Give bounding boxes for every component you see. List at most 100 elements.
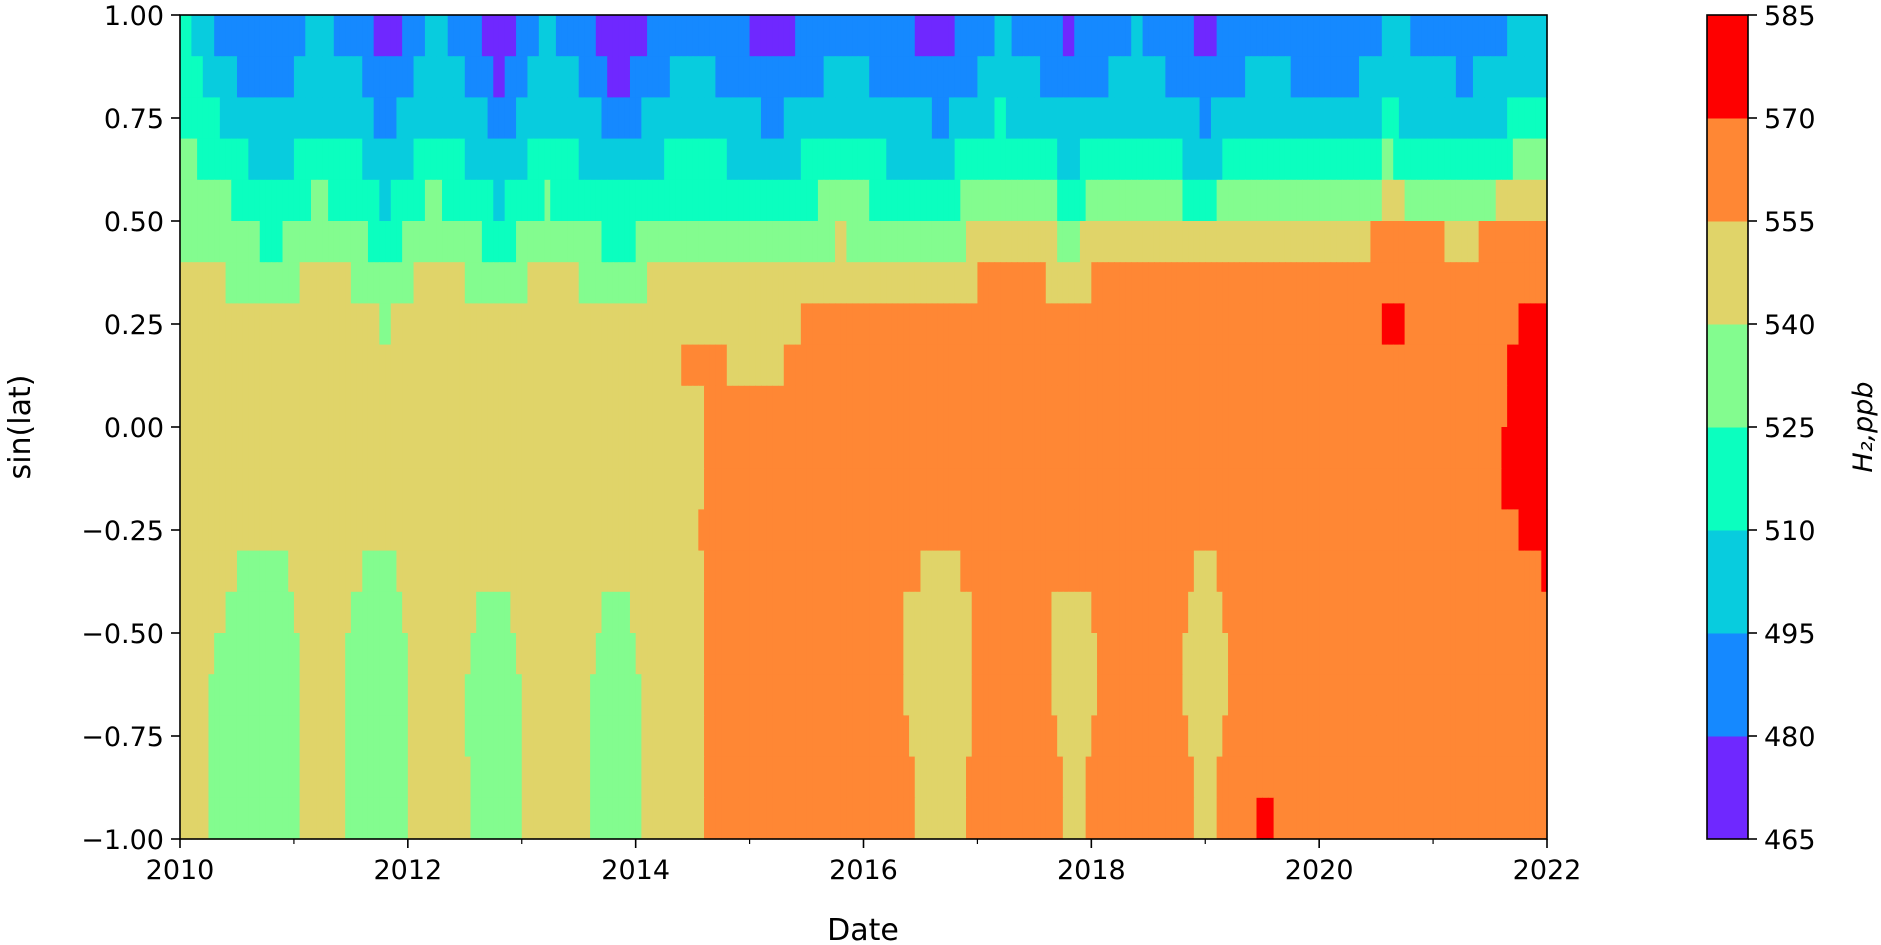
contour-cell (1045, 509, 1053, 552)
contour-cell (561, 427, 568, 469)
contour-cell (481, 56, 489, 98)
contour-cell (516, 385, 523, 428)
contour-cell (407, 262, 415, 304)
contour-cell (1467, 179, 1474, 222)
contour-cell (498, 385, 506, 428)
contour-cell (1478, 385, 1485, 428)
contour-cell (1267, 633, 1275, 675)
contour-cell (1364, 633, 1372, 675)
contour-cell (795, 15, 802, 57)
contour-cell (197, 427, 204, 469)
contour-cell (1079, 15, 1087, 57)
contour-cell (1461, 303, 1468, 346)
contour-cell (1148, 385, 1155, 428)
contour-cell (1284, 97, 1292, 140)
contour-cell (1119, 468, 1127, 510)
contour-cell (1034, 56, 1041, 98)
contour-cell (891, 509, 899, 552)
contour-cell (1091, 715, 1098, 758)
contour-cell (886, 633, 893, 675)
contour-cell (476, 303, 483, 346)
contour-cell (1017, 221, 1024, 263)
contour-cell (1108, 221, 1115, 263)
contour-cell (721, 56, 728, 98)
contour-cell (1444, 674, 1451, 716)
contour-cell (1250, 756, 1258, 799)
contour-cell (316, 15, 323, 57)
contour-cell (447, 303, 454, 346)
contour-cell (760, 509, 768, 552)
contour-cell (772, 468, 779, 510)
contour-cell (1222, 97, 1229, 140)
contour-cell (817, 674, 825, 716)
contour-cell (1324, 715, 1332, 758)
contour-cell (772, 385, 779, 428)
contour-cell (1250, 715, 1258, 758)
contour-cell (573, 344, 580, 387)
contour-cell (983, 756, 990, 799)
contour-cell (635, 262, 642, 304)
contour-cell (390, 427, 398, 469)
contour-cell (1193, 715, 1201, 758)
contour-cell (345, 674, 352, 716)
contour-cell (1364, 427, 1372, 469)
contour-cell (1216, 715, 1223, 758)
contour-cell (789, 633, 796, 675)
contour-cell (1387, 509, 1394, 552)
contour-cell (311, 262, 318, 304)
contour-cell (675, 756, 682, 799)
contour-cell (1250, 179, 1258, 222)
contour-cell (891, 591, 899, 634)
contour-cell (1341, 715, 1349, 758)
contour-cell (1079, 674, 1087, 716)
contour-cell (607, 179, 614, 222)
contour-cell (738, 715, 745, 758)
contour-cell (1028, 344, 1035, 387)
contour-cell (1045, 56, 1053, 98)
contour-cell (590, 550, 597, 593)
contour-cell (664, 633, 671, 675)
contour-cell (1153, 262, 1161, 304)
contour-cell (1336, 591, 1343, 634)
contour-cell (1313, 756, 1320, 799)
contour-cell (920, 468, 927, 510)
contour-cell (533, 303, 540, 346)
contour-cell (379, 344, 386, 387)
contour-cell (248, 797, 255, 840)
contour-cell (367, 15, 375, 57)
contour-cell (1165, 303, 1172, 346)
contour-cell (550, 344, 557, 387)
contour-cell (800, 427, 808, 469)
contour-cell (1416, 468, 1423, 510)
contour-cell (783, 550, 791, 593)
contour-cell (1245, 221, 1252, 263)
contour-cell (328, 262, 335, 304)
contour-cell (891, 221, 899, 263)
contour-cell (1040, 468, 1047, 510)
contour-cell (948, 591, 956, 634)
contour-cell (977, 344, 984, 387)
contour-cell (1398, 509, 1406, 552)
contour-cell (1228, 674, 1235, 716)
contour-cell (823, 344, 830, 387)
contour-cell (857, 674, 865, 716)
contour-cell (316, 97, 323, 140)
contour-cell (350, 674, 358, 716)
contour-cell (578, 385, 586, 428)
contour-cell (715, 509, 722, 552)
contour-cell (1108, 179, 1115, 222)
contour-cell (191, 221, 198, 263)
contour-cell (840, 797, 848, 840)
contour-cell (920, 179, 927, 222)
contour-cell (1245, 756, 1252, 799)
contour-cell (1336, 303, 1343, 346)
contour-cell (584, 715, 591, 758)
contour-cell (385, 509, 392, 552)
contour-cell (1000, 468, 1007, 510)
contour-cell (1433, 385, 1440, 428)
contour-cell (1216, 385, 1223, 428)
contour-cell (1239, 591, 1246, 634)
contour-cell (772, 15, 779, 57)
contour-cell (1398, 427, 1406, 469)
contour-cell (903, 344, 910, 387)
